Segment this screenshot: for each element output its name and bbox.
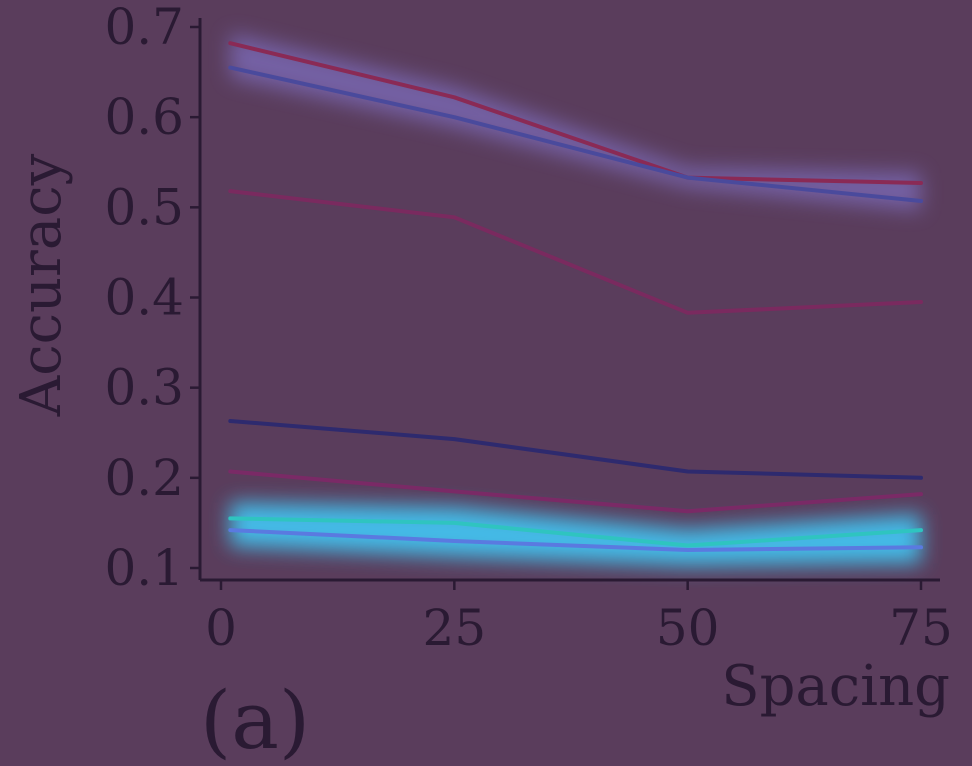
x-tick-label: 75 [889,599,953,657]
series-group [228,41,923,552]
x-tick-label: 25 [423,599,487,657]
x-tick-label: 50 [656,599,720,657]
x-axis-label: Spacing [721,654,950,719]
y-tick-label: 0.7 [104,0,184,56]
highlight-glow [230,33,922,566]
y-tick-label: 0.3 [104,359,184,417]
x-axis-ticks: 0 25 50 75 [205,580,953,657]
series-line-1 [228,41,923,185]
panel-label: (a) [200,674,310,766]
series-line-3 [228,189,923,315]
series-line-6 [228,516,923,548]
y-tick-label: 0.2 [104,449,184,507]
series-line-4 [228,419,923,480]
y-axis-label: Accuracy [9,153,74,417]
series-line-7 [228,528,923,552]
y-tick-label: 0.6 [104,88,184,146]
y-tick-label: 0.5 [104,178,184,236]
y-tick-label: 0.4 [104,269,184,327]
glow-band [230,33,922,212]
series-line-2 [228,65,923,203]
series-line-5 [228,469,923,514]
y-axis-ticks: 0.1 0.2 0.3 0.4 0.5 0.6 0.7 [104,0,200,597]
x-tick-label: 0 [205,599,237,657]
y-tick-label: 0.1 [104,539,184,597]
